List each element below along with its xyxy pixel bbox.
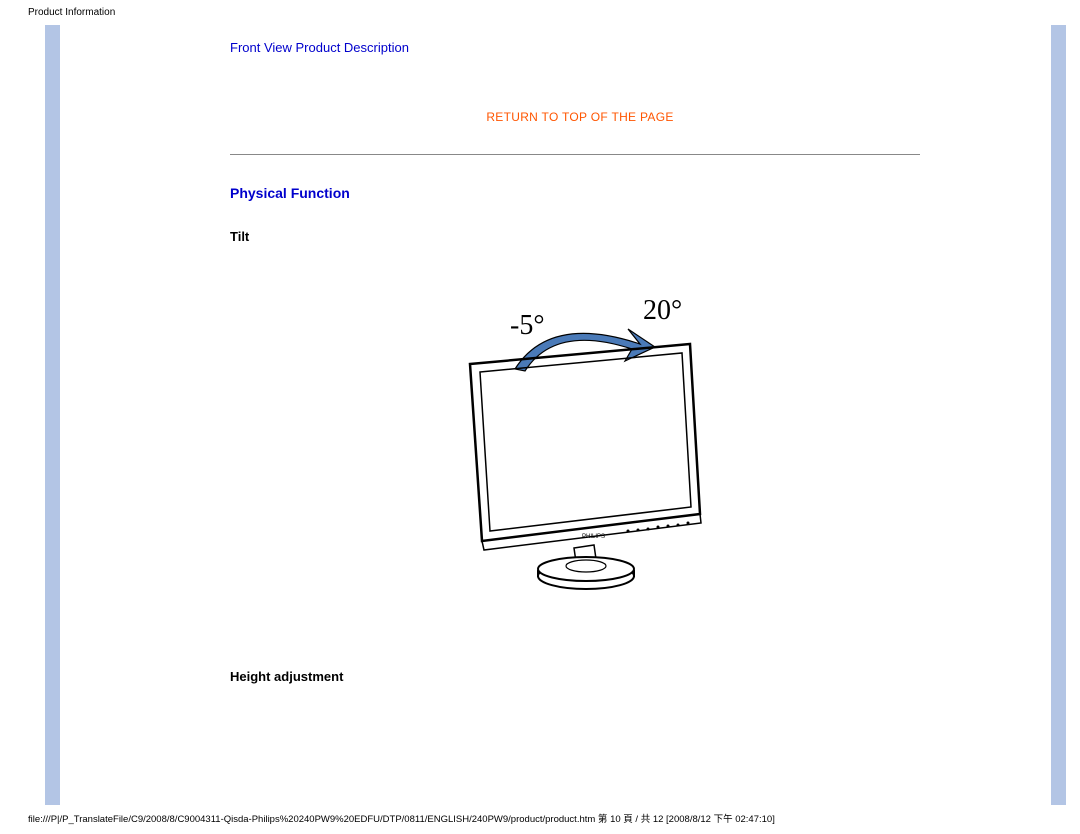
main-content: Front View Product Description RETURN TO… bbox=[230, 40, 930, 684]
monitor-icon: PHILIPS bbox=[470, 344, 701, 589]
monitor-tilt-icon: -5° 20° bbox=[370, 289, 790, 609]
footer-path: file:///P|/P_TranslateFile/C9/2008/8/C90… bbox=[28, 811, 775, 825]
header-title: Product Information bbox=[28, 7, 115, 18]
return-to-top-link[interactable]: RETURN TO TOP OF THE PAGE bbox=[230, 110, 930, 124]
section-divider bbox=[230, 154, 920, 155]
svg-text:PHILIPS: PHILIPS bbox=[582, 534, 605, 540]
height-adjustment-heading: Height adjustment bbox=[230, 669, 930, 684]
tilt-diagram: -5° 20° bbox=[230, 289, 930, 609]
right-sidebar-bar bbox=[1051, 25, 1066, 805]
front-view-link[interactable]: Front View Product Description bbox=[230, 40, 930, 55]
tilt-heading: Tilt bbox=[230, 229, 930, 244]
angle-pos-label: 20° bbox=[643, 295, 682, 326]
physical-function-heading: Physical Function bbox=[230, 185, 930, 201]
left-sidebar-bar bbox=[45, 25, 60, 805]
angle-neg-label: -5° bbox=[510, 310, 545, 341]
